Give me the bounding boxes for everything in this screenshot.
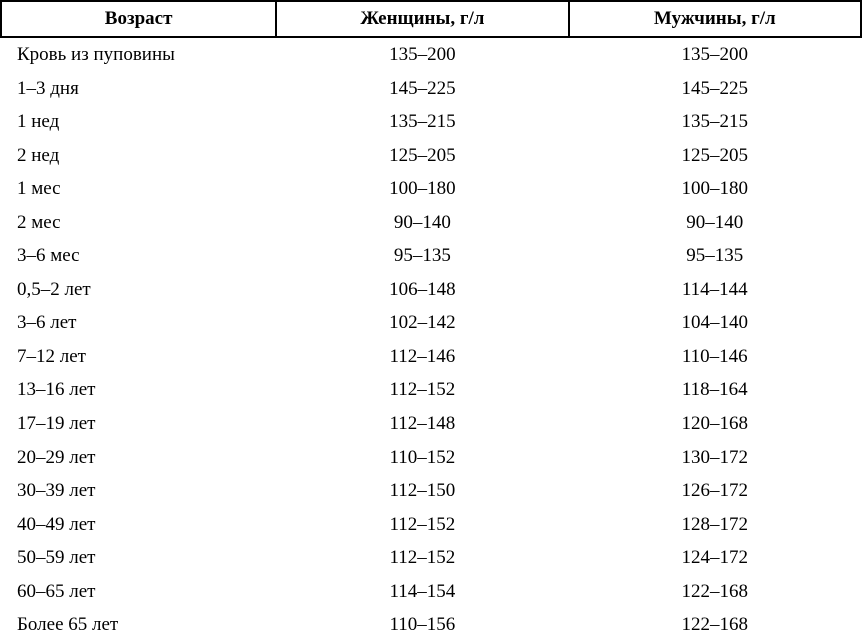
male-value-cell: 104–140: [569, 306, 861, 340]
age-cell: 50–59 лет: [1, 541, 276, 575]
male-value-cell: 130–172: [569, 441, 861, 475]
age-cell: 1 мес: [1, 172, 276, 206]
table-row: 60–65 лет114–154122–168: [1, 575, 861, 609]
age-cell: 60–65 лет: [1, 575, 276, 609]
female-value-cell: 95–135: [276, 239, 568, 273]
header-female: Женщины, г/л: [276, 1, 568, 37]
table-row: 17–19 лет112–148120–168: [1, 407, 861, 441]
reference-table-container: Возраст Женщины, г/л Мужчины, г/л Кровь …: [0, 0, 862, 642]
table-header-row: Возраст Женщины, г/л Мужчины, г/л: [1, 1, 861, 37]
age-cell: Кровь из пуповины: [1, 37, 276, 72]
table-row: 3–6 лет102–142104–140: [1, 306, 861, 340]
table-row: Кровь из пуповины135–200135–200: [1, 37, 861, 72]
table-row: 40–49 лет112–152128–172: [1, 508, 861, 542]
table-row: 1 мес100–180100–180: [1, 172, 861, 206]
header-age: Возраст: [1, 1, 276, 37]
female-value-cell: 110–152: [276, 441, 568, 475]
female-value-cell: 114–154: [276, 575, 568, 609]
age-cell: 2 нед: [1, 139, 276, 173]
male-value-cell: 128–172: [569, 508, 861, 542]
female-value-cell: 145–225: [276, 72, 568, 106]
age-cell: 0,5–2 лет: [1, 273, 276, 307]
male-value-cell: 118–164: [569, 373, 861, 407]
male-value-cell: 114–144: [569, 273, 861, 307]
female-value-cell: 112–146: [276, 340, 568, 374]
female-value-cell: 125–205: [276, 139, 568, 173]
table-row: 2 мес90–14090–140: [1, 206, 861, 240]
age-cell: 7–12 лет: [1, 340, 276, 374]
female-value-cell: 90–140: [276, 206, 568, 240]
table-row: 30–39 лет112–150126–172: [1, 474, 861, 508]
male-value-cell: 125–205: [569, 139, 861, 173]
male-value-cell: 135–215: [569, 105, 861, 139]
male-value-cell: 135–200: [569, 37, 861, 72]
female-value-cell: 100–180: [276, 172, 568, 206]
table-row: 50–59 лет112–152124–172: [1, 541, 861, 575]
table-row: 1–3 дня145–225145–225: [1, 72, 861, 106]
age-cell: 30–39 лет: [1, 474, 276, 508]
female-value-cell: 102–142: [276, 306, 568, 340]
header-male: Мужчины, г/л: [569, 1, 861, 37]
male-value-cell: 126–172: [569, 474, 861, 508]
table-row: Более 65 лет110–156122–168: [1, 608, 861, 642]
age-cell: 1–3 дня: [1, 72, 276, 106]
table-row: 0,5–2 лет106–148114–144: [1, 273, 861, 307]
table-row: 1 нед135–215135–215: [1, 105, 861, 139]
male-value-cell: 124–172: [569, 541, 861, 575]
female-value-cell: 112–152: [276, 541, 568, 575]
table-row: 3–6 мес95–13595–135: [1, 239, 861, 273]
male-value-cell: 145–225: [569, 72, 861, 106]
age-cell: 13–16 лет: [1, 373, 276, 407]
table-row: 13–16 лет112–152118–164: [1, 373, 861, 407]
female-value-cell: 112–150: [276, 474, 568, 508]
age-cell: 17–19 лет: [1, 407, 276, 441]
female-value-cell: 112–152: [276, 508, 568, 542]
table-row: 7–12 лет112–146110–146: [1, 340, 861, 374]
female-value-cell: 112–152: [276, 373, 568, 407]
table-row: 20–29 лет110–152130–172: [1, 441, 861, 475]
female-value-cell: 135–215: [276, 105, 568, 139]
male-value-cell: 95–135: [569, 239, 861, 273]
age-cell: Более 65 лет: [1, 608, 276, 642]
female-value-cell: 112–148: [276, 407, 568, 441]
female-value-cell: 110–156: [276, 608, 568, 642]
male-value-cell: 100–180: [569, 172, 861, 206]
table-row: 2 нед125–205125–205: [1, 139, 861, 173]
female-value-cell: 135–200: [276, 37, 568, 72]
male-value-cell: 122–168: [569, 608, 861, 642]
age-cell: 40–49 лет: [1, 508, 276, 542]
male-value-cell: 122–168: [569, 575, 861, 609]
male-value-cell: 120–168: [569, 407, 861, 441]
male-value-cell: 90–140: [569, 206, 861, 240]
age-cell: 3–6 мес: [1, 239, 276, 273]
age-cell: 2 мес: [1, 206, 276, 240]
table-body: Кровь из пуповины135–200135–2001–3 дня14…: [1, 37, 861, 642]
hemoglobin-reference-table: Возраст Женщины, г/л Мужчины, г/л Кровь …: [0, 0, 862, 642]
age-cell: 20–29 лет: [1, 441, 276, 475]
age-cell: 3–6 лет: [1, 306, 276, 340]
age-cell: 1 нед: [1, 105, 276, 139]
female-value-cell: 106–148: [276, 273, 568, 307]
male-value-cell: 110–146: [569, 340, 861, 374]
